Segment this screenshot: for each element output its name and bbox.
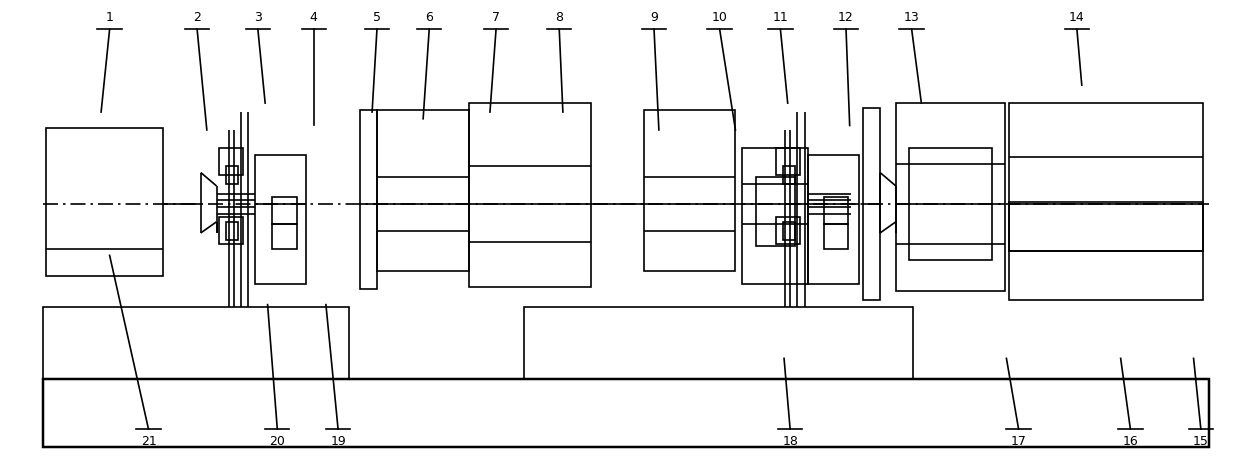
Bar xyxy=(219,218,243,244)
Bar xyxy=(782,166,795,184)
Text: 6: 6 xyxy=(425,11,433,24)
Bar xyxy=(756,177,795,246)
Text: 5: 5 xyxy=(373,11,381,24)
Bar xyxy=(825,197,848,224)
Text: 3: 3 xyxy=(254,11,262,24)
Bar xyxy=(273,224,296,249)
Text: 18: 18 xyxy=(782,435,799,447)
Text: 4: 4 xyxy=(310,11,317,24)
Bar xyxy=(895,103,1006,291)
Bar xyxy=(808,154,859,284)
Bar xyxy=(742,148,808,284)
Text: 1: 1 xyxy=(105,11,114,24)
Bar xyxy=(909,148,992,260)
Text: 17: 17 xyxy=(1011,435,1027,447)
Bar xyxy=(226,166,238,184)
Bar xyxy=(1009,202,1203,251)
Text: 15: 15 xyxy=(1193,435,1209,447)
Text: 19: 19 xyxy=(330,435,346,447)
Bar xyxy=(226,222,238,239)
Bar xyxy=(377,110,469,271)
Text: 9: 9 xyxy=(650,11,658,24)
Bar xyxy=(219,148,243,175)
Text: 21: 21 xyxy=(140,435,156,447)
Bar xyxy=(255,154,306,284)
Text: 16: 16 xyxy=(1122,435,1138,447)
Bar xyxy=(42,307,348,378)
Bar xyxy=(273,197,296,224)
Text: 11: 11 xyxy=(773,11,789,24)
Bar xyxy=(645,110,735,271)
Text: 12: 12 xyxy=(838,11,854,24)
Bar xyxy=(775,218,800,244)
Bar xyxy=(46,128,164,276)
Bar xyxy=(360,110,377,289)
Text: 13: 13 xyxy=(904,11,920,24)
Bar xyxy=(825,224,848,249)
Text: 7: 7 xyxy=(492,11,500,24)
Text: 14: 14 xyxy=(1069,11,1085,24)
Bar xyxy=(782,222,795,239)
Bar xyxy=(1009,103,1203,300)
Text: 8: 8 xyxy=(556,11,563,24)
Text: 20: 20 xyxy=(269,435,285,447)
Bar xyxy=(469,103,590,287)
Bar xyxy=(775,148,800,175)
Bar xyxy=(42,378,1209,446)
Bar xyxy=(525,307,913,378)
Bar xyxy=(863,107,880,300)
Text: 10: 10 xyxy=(712,11,728,24)
Text: 2: 2 xyxy=(193,11,201,24)
